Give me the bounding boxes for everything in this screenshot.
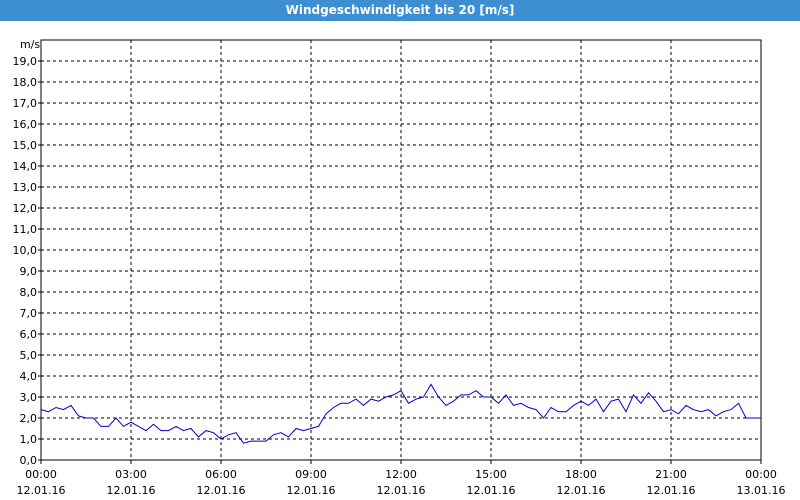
x-tick-date: 12.01.16 <box>467 484 516 497</box>
y-tick-label: 3,0 <box>20 391 38 404</box>
data-line <box>40 383 761 444</box>
x-tick-date: 12.01.16 <box>17 484 66 497</box>
x-tick-label: 00:00 <box>745 468 777 481</box>
x-tick-date: 12.01.16 <box>647 484 696 497</box>
y-tick-label: 11,0 <box>13 223 38 236</box>
y-tick-label: 4,0 <box>20 370 38 383</box>
x-tick-date: 12.01.16 <box>197 484 246 497</box>
y-tick-label: 8,0 <box>20 286 38 299</box>
y-tick-label: 14,0 <box>13 160 38 173</box>
y-tick-label: 0,0 <box>20 454 38 467</box>
y-tick-label: 19,0 <box>13 55 38 68</box>
y-tick-label: 16,0 <box>13 118 38 131</box>
x-tick-label: 15:00 <box>475 468 507 481</box>
x-tick-date: 12.01.16 <box>287 484 336 497</box>
y-tick-label: 5,0 <box>20 349 38 362</box>
y-tick-label: 18,0 <box>13 76 38 89</box>
y-tick-label: 7,0 <box>20 307 38 320</box>
y-tick-label: 6,0 <box>20 328 38 341</box>
chart-title: Windgeschwindigkeit bis 20 [m/s] <box>0 0 800 21</box>
y-tick-label: 10,0 <box>13 244 38 257</box>
y-tick-label: 2,0 <box>20 412 38 425</box>
x-tick-date: 13.01.16 <box>737 484 786 497</box>
x-tick-label: 21:00 <box>655 468 687 481</box>
y-tick-label: 13,0 <box>13 181 38 194</box>
y-tick-label: 15,0 <box>13 139 38 152</box>
x-tick-label: 09:00 <box>295 468 327 481</box>
y-tick-label: 12,0 <box>13 202 38 215</box>
y-tick-label: 9,0 <box>20 265 38 278</box>
x-tick-label: 03:00 <box>115 468 147 481</box>
x-tick-label: 00:00 <box>25 468 57 481</box>
y-unit: m/s <box>20 38 40 51</box>
x-tick-date: 12.01.16 <box>107 484 156 497</box>
plot-frame <box>40 39 762 461</box>
x-tick-date: 12.01.16 <box>377 484 426 497</box>
x-tick-label: 18:00 <box>565 468 597 481</box>
x-tick-label: 12:00 <box>385 468 417 481</box>
x-tick-label: 06:00 <box>205 468 237 481</box>
y-tick-label: 1,0 <box>20 433 38 446</box>
y-tick-label: 17,0 <box>13 97 38 110</box>
x-tick-date: 12.01.16 <box>557 484 606 497</box>
